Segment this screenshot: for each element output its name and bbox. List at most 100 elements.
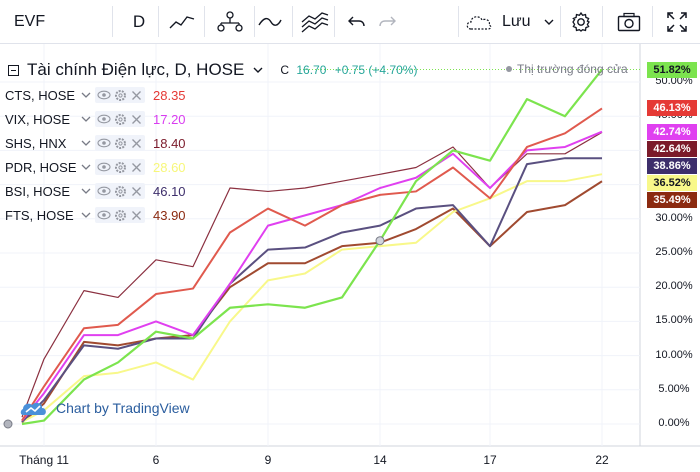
symbol-search-button[interactable]: EVF: [14, 12, 46, 30]
price-badge: 51.82%: [647, 61, 697, 78]
compare-row-actions: [95, 111, 145, 127]
compare-row-actions: [95, 183, 145, 199]
x-tick-label: 22: [595, 453, 609, 467]
watermark-text: Chart by TradingView: [56, 400, 190, 416]
compare-row[interactable]: PDR, HOSE 28.60: [5, 157, 186, 177]
close-icon[interactable]: [128, 183, 144, 199]
gear-icon[interactable]: [112, 207, 128, 223]
gear-icon[interactable]: [112, 159, 128, 175]
compare-row[interactable]: SHS, HNX 18.40: [5, 133, 186, 153]
start-point-marker: [3, 419, 13, 429]
series-line-vix[interactable]: [21, 130, 603, 422]
close-icon[interactable]: [128, 87, 144, 103]
series-line-cts[interactable]: [21, 107, 603, 422]
compare-row[interactable]: VIX, HOSE 17.20: [5, 109, 186, 129]
compare-symbol-name: CTS, HOSE: [5, 87, 76, 103]
y-tick-label: 10.00%: [655, 348, 693, 361]
compare-value: 17.20: [153, 111, 186, 127]
fullscreen-button[interactable]: [662, 0, 692, 43]
close-icon[interactable]: [128, 159, 144, 175]
chevron-down-icon[interactable]: [81, 187, 91, 195]
compare-row[interactable]: FTS, HOSE 43.90: [5, 205, 186, 225]
eye-icon[interactable]: [96, 159, 112, 175]
eye-icon[interactable]: [96, 111, 112, 127]
x-tick-label: Tháng 11: [19, 453, 69, 467]
close-icon[interactable]: [128, 135, 144, 151]
compare-row[interactable]: BSI, HOSE 46.10: [5, 181, 186, 201]
templates-button[interactable]: [298, 0, 332, 43]
toolbar-divider: [560, 6, 561, 37]
stacked-compare-icon: [301, 11, 329, 32]
toolbar-divider: [334, 6, 335, 37]
gear-icon[interactable]: [112, 183, 128, 199]
collapse-icon[interactable]: [8, 64, 19, 76]
price-badge: 36.52%: [647, 174, 697, 191]
indicators-icon: [217, 10, 243, 32]
y-tick-label: 15.00%: [655, 314, 693, 327]
indicators-button[interactable]: [208, 0, 252, 43]
undo-button[interactable]: [342, 0, 370, 43]
series-line-pdr[interactable]: [21, 173, 603, 423]
chart-style-button[interactable]: [162, 0, 202, 43]
chevron-down-icon[interactable]: [81, 163, 91, 171]
toolbar-divider: [204, 6, 205, 37]
close-icon[interactable]: [128, 111, 144, 127]
toolbar-divider: [292, 6, 293, 37]
y-tick-label: 20.00%: [655, 280, 693, 293]
compare-symbol-name: FTS, HOSE: [5, 207, 74, 223]
chevron-down-icon[interactable]: [81, 139, 91, 147]
chevron-down-icon: [544, 19, 554, 25]
series-line-evf[interactable]: [21, 68, 603, 426]
gear-icon[interactable]: [112, 135, 128, 151]
gear-icon[interactable]: [112, 111, 128, 127]
chevron-down-icon[interactable]: [252, 66, 264, 74]
close-label: C: [280, 63, 290, 77]
chart-grid: [0, 44, 700, 447]
tradingview-watermark[interactable]: Chart by TradingView: [20, 399, 190, 417]
chevron-down-icon[interactable]: [81, 211, 91, 219]
redo-icon: [379, 16, 396, 26]
save-layout-button[interactable]: Lưu: [464, 0, 558, 43]
chevron-down-icon[interactable]: [81, 115, 91, 123]
undo-icon: [348, 16, 365, 26]
compare-symbol-name: PDR, HOSE: [5, 159, 77, 175]
x-tick-label: 6: [152, 453, 160, 467]
chart-series: [3, 68, 640, 429]
interval-button[interactable]: D: [132, 11, 146, 31]
eye-icon[interactable]: [96, 183, 112, 199]
toolbar-divider: [652, 6, 653, 37]
compare-symbol-name: BSI, HOSE: [5, 183, 71, 199]
main-series-legend[interactable]: Tài chính Điện lực, D, HOSE C 16.70 +0.7…: [8, 58, 417, 82]
settings-button[interactable]: [564, 0, 598, 43]
cloud-icon: [466, 15, 492, 30]
eye-icon[interactable]: [96, 207, 112, 223]
compare-button[interactable]: [256, 0, 284, 43]
redo-button[interactable]: [374, 0, 402, 43]
eye-icon[interactable]: [96, 87, 112, 103]
ohlc-readout: C 16.70 +0.75 (+4.70%): [280, 63, 417, 77]
toolbar-divider: [158, 6, 159, 37]
chevron-down-icon[interactable]: [81, 91, 91, 99]
compare-row-actions: [95, 135, 145, 151]
bar-chart-icon: [169, 15, 195, 28]
screenshot-button[interactable]: [612, 0, 646, 43]
series-line-bsi[interactable]: [21, 157, 602, 423]
y-tick-label: 30.00%: [655, 211, 693, 224]
crosshair-point-marker: [375, 236, 385, 246]
x-tick-label: 14: [373, 453, 387, 467]
fullscreen-icon: [667, 11, 687, 32]
y-tick-label: 25.00%: [655, 246, 693, 258]
price-badge: 42.74%: [647, 123, 697, 140]
eye-icon[interactable]: [96, 135, 112, 151]
toolbar-divider: [458, 6, 459, 37]
close-icon[interactable]: [128, 207, 144, 223]
gear-icon[interactable]: [112, 87, 128, 103]
y-tick-label: 0.00%: [658, 417, 690, 429]
x-tick-label: 17: [483, 453, 497, 467]
compare-row[interactable]: CTS, HOSE 28.35: [5, 85, 186, 105]
compare-value: 18.40: [153, 135, 186, 151]
series-line-fts[interactable]: [21, 180, 603, 424]
y-tick-label: 5.00%: [658, 382, 690, 395]
compare-row-actions: [95, 207, 145, 223]
